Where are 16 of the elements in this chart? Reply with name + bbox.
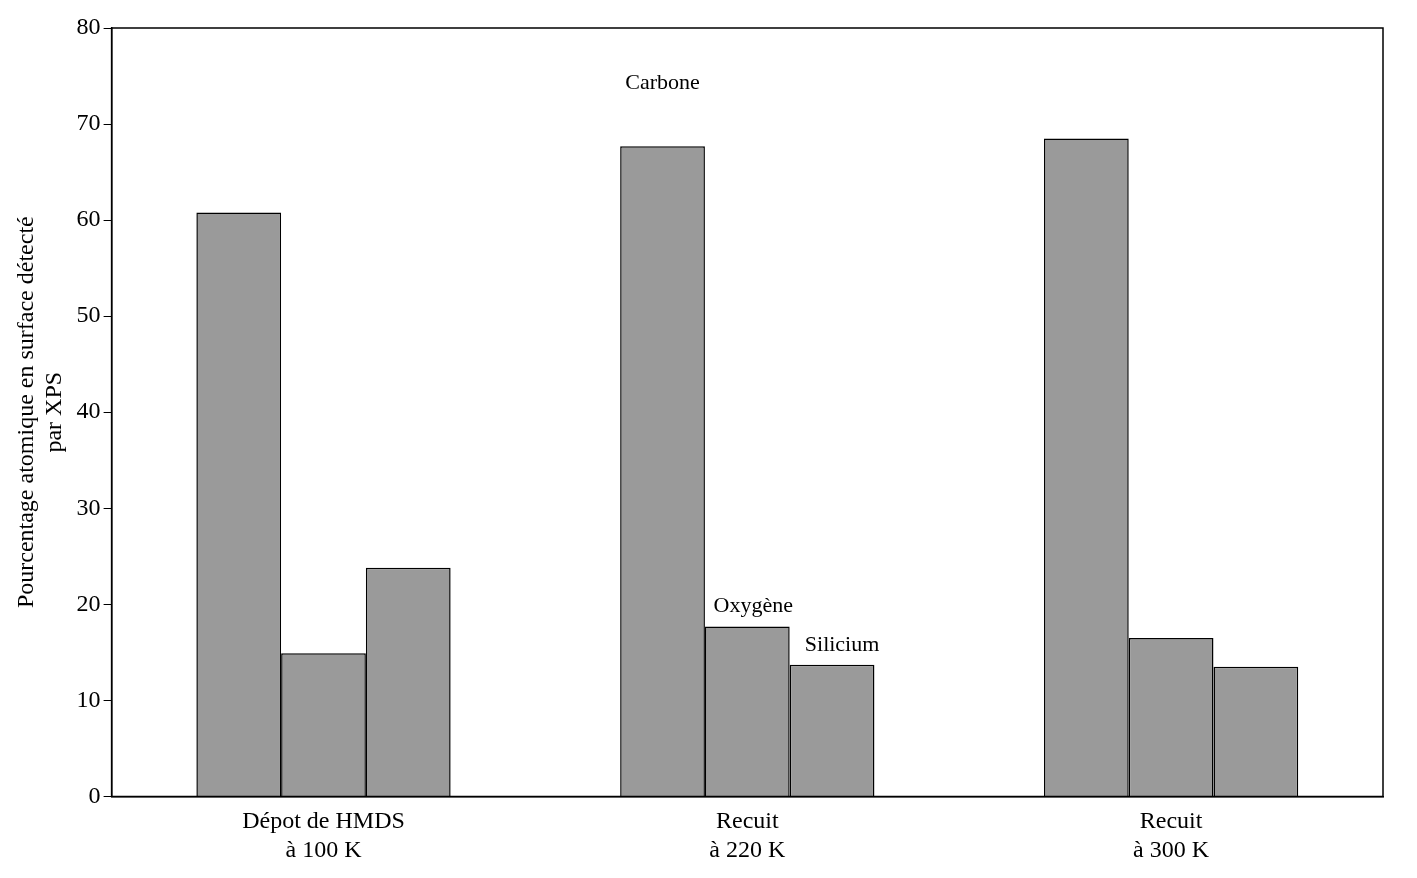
y-tick-label: 80 bbox=[76, 13, 101, 40]
x-tick-label: Recuit à 300 K bbox=[1133, 807, 1210, 862]
y-tick-label: 50 bbox=[76, 301, 101, 328]
x-tick-label: Dépot de HMDS à 100 K bbox=[242, 807, 405, 862]
y-tick-label: 60 bbox=[76, 205, 101, 232]
y-axis-title: Pourcentage atomique en surface détecté par XPS bbox=[11, 216, 67, 609]
y-tick-label: 0 bbox=[88, 781, 101, 808]
x-tick-label: Recuit à 220 K bbox=[709, 807, 786, 862]
y-tick-label: 70 bbox=[76, 109, 101, 136]
series-label: Silicium bbox=[804, 630, 880, 656]
y-tick-label: 30 bbox=[76, 493, 101, 520]
y-tick-label: 40 bbox=[76, 397, 101, 424]
y-tick-label: 20 bbox=[76, 589, 101, 616]
y-tick-label: 10 bbox=[76, 685, 101, 712]
text: Carbone bbox=[625, 68, 700, 94]
series-label: Oxygène bbox=[713, 592, 794, 618]
